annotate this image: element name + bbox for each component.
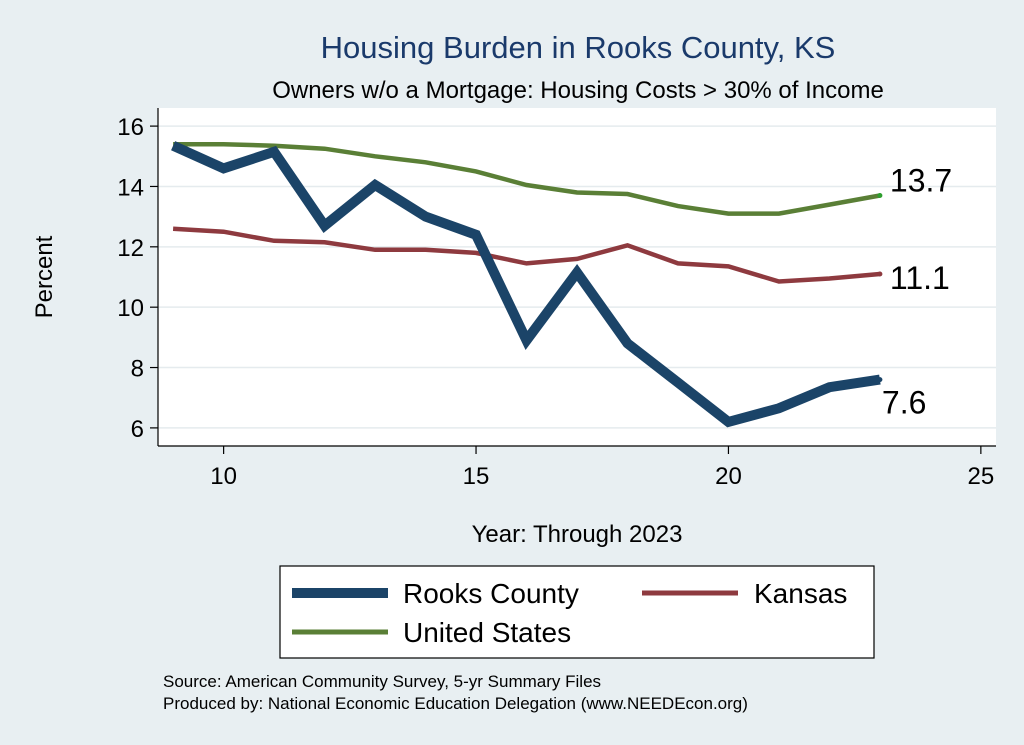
axes bbox=[157, 108, 996, 447]
y-tick-label: 8 bbox=[131, 356, 144, 383]
y-axis-title: Percent bbox=[31, 235, 58, 318]
legend-label-rooks-county: Rooks County bbox=[403, 578, 579, 609]
series-end-point bbox=[877, 377, 883, 383]
source-line-1: Source: American Community Survey, 5-yr … bbox=[163, 672, 601, 691]
y-tick-label: 6 bbox=[131, 416, 144, 443]
series-line-united-states bbox=[173, 141, 881, 216]
source-line-2: Produced by: National Economic Education… bbox=[163, 694, 748, 713]
legend-label-kansas: Kansas bbox=[754, 578, 847, 609]
chart-title: Housing Burden in Rooks County, KS bbox=[321, 30, 836, 65]
x-tick-label: 15 bbox=[463, 463, 490, 490]
y-tick-label: 10 bbox=[117, 295, 144, 322]
end-label-kansas: 11.1 bbox=[890, 260, 950, 296]
chart-subtitle: Owners w/o a Mortgage: Housing Costs > 3… bbox=[272, 77, 884, 104]
grid bbox=[158, 125, 996, 429]
x-tick-label: 20 bbox=[715, 463, 742, 490]
x-tick-label: 10 bbox=[210, 463, 237, 490]
y-tick-label: 16 bbox=[117, 114, 144, 141]
end-label-united-states: 13.7 bbox=[890, 163, 952, 199]
ticks: 6 8 10 12 14 16 10 15 20 25 bbox=[117, 114, 994, 490]
end-labels: 7.6 11.1 13.7 bbox=[882, 163, 952, 421]
legend-label-united-states: United States bbox=[403, 617, 571, 648]
x-tick-label: 25 bbox=[968, 463, 995, 490]
end-label-rooks-county: 7.6 bbox=[882, 385, 926, 421]
series bbox=[171, 141, 883, 428]
y-tick-label: 14 bbox=[117, 174, 144, 201]
legend: Rooks County Kansas United States bbox=[279, 565, 875, 659]
series-end-point bbox=[877, 193, 883, 199]
series-line-rooks-county bbox=[171, 141, 881, 428]
legend-box bbox=[279, 565, 875, 659]
y-tick-label: 12 bbox=[117, 235, 144, 262]
series-end-point bbox=[877, 271, 883, 277]
series-line-kansas bbox=[172, 226, 881, 284]
x-axis-title: Year: Through 2023 bbox=[472, 521, 683, 548]
